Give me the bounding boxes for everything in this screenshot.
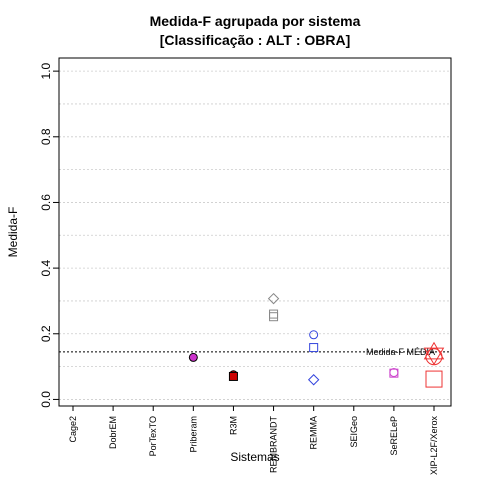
x-axis-label: Sistemas [230, 450, 279, 464]
data-point [269, 312, 279, 322]
plot-area-frame [58, 57, 452, 407]
x-tick-label: SEIGeo [349, 416, 359, 448]
x-tick-label: XIP-L2F/Xerox [429, 416, 439, 476]
chart-title: Medida-F agrupada por sistema [150, 13, 361, 29]
reference-line-label: Medida-F MÉDIA [366, 347, 435, 357]
x-tick-label: PorTexTO [148, 416, 158, 456]
x-tick-label: REMBRANDT [269, 416, 279, 474]
data-point [389, 368, 399, 378]
y-tick-label: 0.8 [39, 128, 53, 145]
x-axis: Cage2 DobrEM PorTexTO Priberam R3M REMBRANDT R… [68, 406, 439, 475]
y-tick-label: 0.6 [39, 194, 53, 211]
data-point [307, 374, 320, 386]
data-point [228, 371, 238, 381]
y-axis: 0.0 0.2 0.4 0.6 0.8 1.0 [39, 62, 59, 408]
data-point [267, 292, 280, 305]
y-tick-label: 0.4 [39, 259, 53, 276]
data-point [425, 370, 443, 388]
data-point [309, 330, 319, 340]
x-tick-label: REMMA [309, 416, 319, 450]
data-points [188, 292, 445, 388]
grid-lines [59, 70, 451, 400]
data-point [269, 309, 279, 319]
y-axis-label: Medida-F [6, 207, 20, 258]
data-point [188, 352, 198, 362]
y-tick-label: 0.2 [39, 325, 53, 342]
x-tick-label: SeRELeP [389, 416, 399, 456]
y-tick-label: 1.0 [39, 62, 53, 79]
y-tick-label: 0.0 [39, 391, 53, 408]
chart-subtitle: [Classificação : ALT : OBRA] [160, 32, 351, 48]
data-point [425, 348, 443, 366]
x-tick-label: DobrEM [108, 416, 118, 449]
x-tick-label: Priberam [188, 416, 198, 453]
x-tick-label: Cage2 [68, 416, 78, 443]
data-point [389, 368, 399, 378]
data-point [309, 343, 319, 353]
x-tick-label: R3M [228, 416, 238, 435]
